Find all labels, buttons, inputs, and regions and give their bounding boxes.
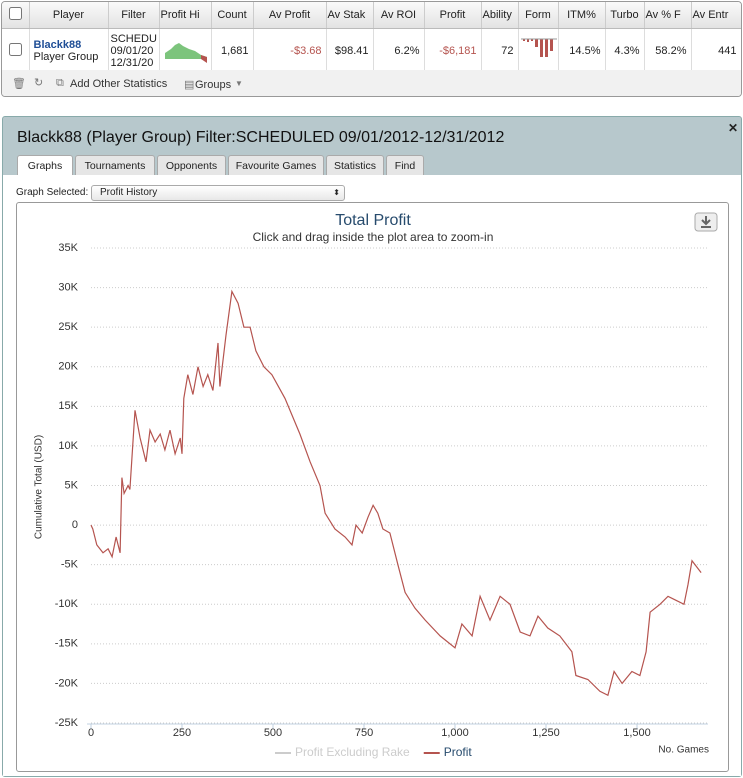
close-button[interactable]: ✕ [727,121,738,135]
y-tick-label: -15K [55,638,79,650]
filter-line: SCHEDU [110,32,157,45]
av-entr: 441 [691,28,741,73]
filter-line: 12/31/20 [110,56,154,69]
chart-title: Total Profit [335,212,411,229]
data-row[interactable]: Blackk88 Player Group SCHEDU 09/01/20 12/31… [2,28,741,73]
tab[interactable]: Statistics [326,155,384,176]
y-tick-label: 30K [58,281,78,293]
col-header[interactable]: Av Stak [326,2,374,29]
col-header[interactable]: Count [211,2,254,29]
col-header[interactable]: Av % F [644,2,692,29]
col-header[interactable]: Player [29,2,109,29]
player-type: Player Group [33,50,99,63]
x-tick-label: 500 [264,727,282,739]
y-tick-label: -20K [55,677,79,689]
header-row: Player Filter Profit Hi Count Av Profit … [2,2,741,29]
ability: 72 [481,28,519,73]
groups-button[interactable]: Groups [195,79,232,91]
col-header[interactable]: Turbo [605,2,645,29]
y-tick-label: 25K [58,321,78,333]
stats-table: Player Filter Profit Hi Count Av Profit … [2,2,741,73]
chart: Total Profit Click and drag inside the p… [16,202,729,772]
y-axis-label: Cumulative Total (USD) [34,435,45,539]
x-tick-label: 250 [173,727,191,739]
chart-subtitle: Click and drag inside the plot area to z… [253,230,494,244]
turbo: 4.3% [605,28,645,73]
profit: -$6,181 [424,28,482,73]
toolbar: 🗑 ↻ ⧉ Add Other Statistics ▤ Groups ▼ [2,70,741,96]
count: 1,681 [211,28,254,73]
col-header[interactable]: ITM% [558,2,606,29]
select-all[interactable] [2,2,30,29]
legend-label[interactable]: Profit [444,745,473,759]
y-tick-label: -25K [55,717,79,729]
y-tick-label: 20K [58,361,78,373]
export-button[interactable] [694,212,718,232]
form-bars [520,38,557,57]
x-tick-label: 750 [355,727,373,739]
y-tick-label: 0 [72,519,78,531]
av-stake: $98.41 [326,28,374,73]
col-header[interactable]: Form [518,2,559,29]
col-header[interactable]: Filter [108,2,160,29]
av-profit: -$3.68 [253,28,327,73]
col-header[interactable]: Av Entr [691,2,741,29]
x-tick-label: 1,500 [623,727,651,739]
x-tick-label: 0 [88,727,94,739]
y-tick-label: 15K [58,400,78,412]
add-icon[interactable]: ⧉ [56,77,64,89]
av-f: 58.2% [644,28,692,73]
col-header[interactable]: Profit [424,2,482,29]
x-tick-label: 1,250 [532,727,560,739]
player-name[interactable]: Blackk88 [33,38,82,51]
tab[interactable]: Tournaments [75,155,155,176]
itm: 14.5% [558,28,606,73]
col-header[interactable]: Ability [481,2,519,29]
graph-select-value: Profit History [100,187,158,198]
sparkline [164,43,207,63]
y-tick-label: 5K [65,479,79,491]
tab[interactable]: Opponents [157,155,226,176]
line-series [90,289,702,697]
tab[interactable]: Find [386,155,424,176]
col-header[interactable]: Av Profit [253,2,327,29]
y-tick-label: 35K [58,242,78,254]
graph-label: Graph Selected: [16,187,89,198]
add-stats-button[interactable]: Add Other Statistics [70,78,168,90]
av-roi: 6.2% [373,28,425,73]
x-tick-label: 1,000 [441,727,469,739]
graph-select[interactable]: Profit History ⬍ [91,185,345,201]
y-tick-label: -10K [55,598,79,610]
y-tick-label: -5K [61,559,79,571]
filter-line: 09/01/20 [110,44,154,57]
legend-label[interactable]: Profit Excluding Rake [295,745,410,759]
tab[interactable]: Favourite Games [228,155,324,176]
x-axis-label: No. Games [658,745,709,756]
tab[interactable]: Graphs [17,155,73,177]
row-select[interactable] [2,28,30,73]
stats-panel: Player Filter Profit Hi Count Av Profit … [1,1,742,97]
col-header[interactable]: Profit Hi [159,2,212,29]
delete-icon[interactable]: 🗑 [12,78,26,90]
panel-title: Blackk88 (Player Group) Filter:SCHEDULED… [17,129,505,146]
y-tick-label: 10K [58,440,78,452]
refresh-icon[interactable]: ↻ [34,77,44,89]
col-header[interactable]: Av ROI [373,2,425,29]
